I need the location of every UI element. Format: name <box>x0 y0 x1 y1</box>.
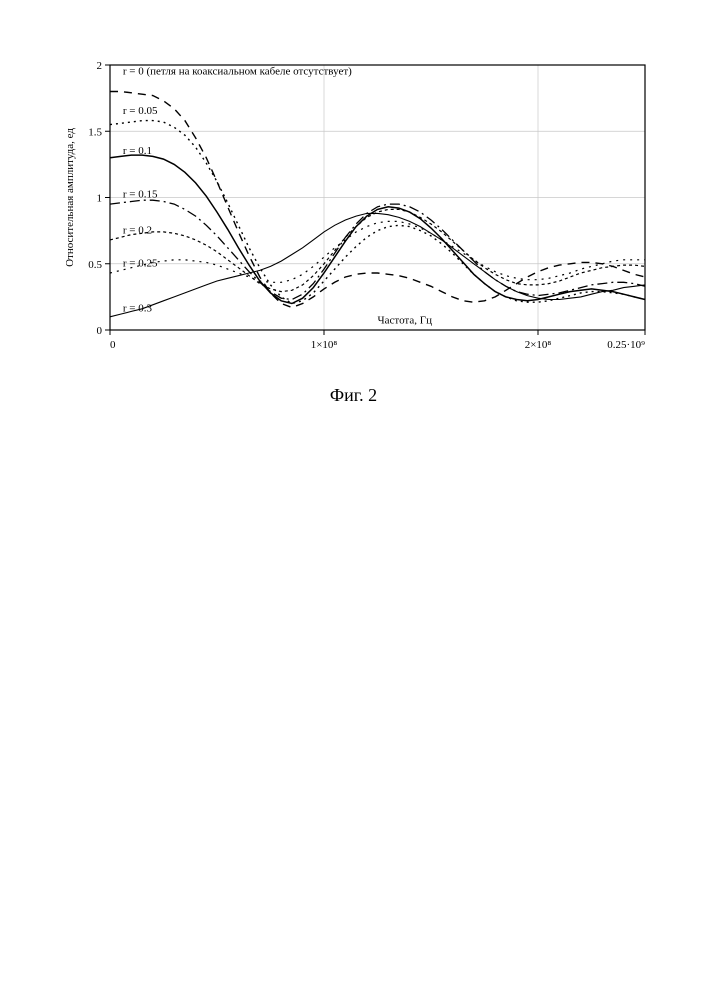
xtick-label: 2×10⁸ <box>525 339 552 351</box>
xtick-label: 1×10⁸ <box>311 339 338 351</box>
ytick-label: 0 <box>97 325 103 337</box>
ytick-label: 0.5 <box>88 259 102 271</box>
series-label-r01: r = 0.1 <box>123 145 152 157</box>
plot-svg: r = 0 (петля на коаксиальном кабеле отсу… <box>55 55 655 365</box>
series-label-r0: r = 0 (петля на коаксиальном кабеле отсу… <box>123 65 352 77</box>
xtick-label: 0.25·10⁹ <box>607 339 645 351</box>
series-label-r005: r = 0.05 <box>123 105 158 117</box>
xtick-label: 0 <box>110 339 116 351</box>
ytick-label: 1 <box>97 193 103 205</box>
series-label-r025: r = 0.25 <box>123 257 158 269</box>
y-axis-label: Относительная амплитуда, ед <box>64 128 76 267</box>
ytick-label: 2 <box>97 60 103 72</box>
series-label-r03: r = 0.3 <box>123 302 153 314</box>
series-label-r015: r = 0.15 <box>123 189 158 201</box>
x-axis-label: Частота, Гц <box>378 314 433 326</box>
amplitude-frequency-chart: r = 0 (петля на коаксиальном кабеле отсу… <box>55 55 655 365</box>
series-label-r02: r = 0.2 <box>123 224 152 236</box>
figure-caption: Фиг. 2 <box>0 385 707 406</box>
ytick-label: 1.5 <box>88 126 102 138</box>
